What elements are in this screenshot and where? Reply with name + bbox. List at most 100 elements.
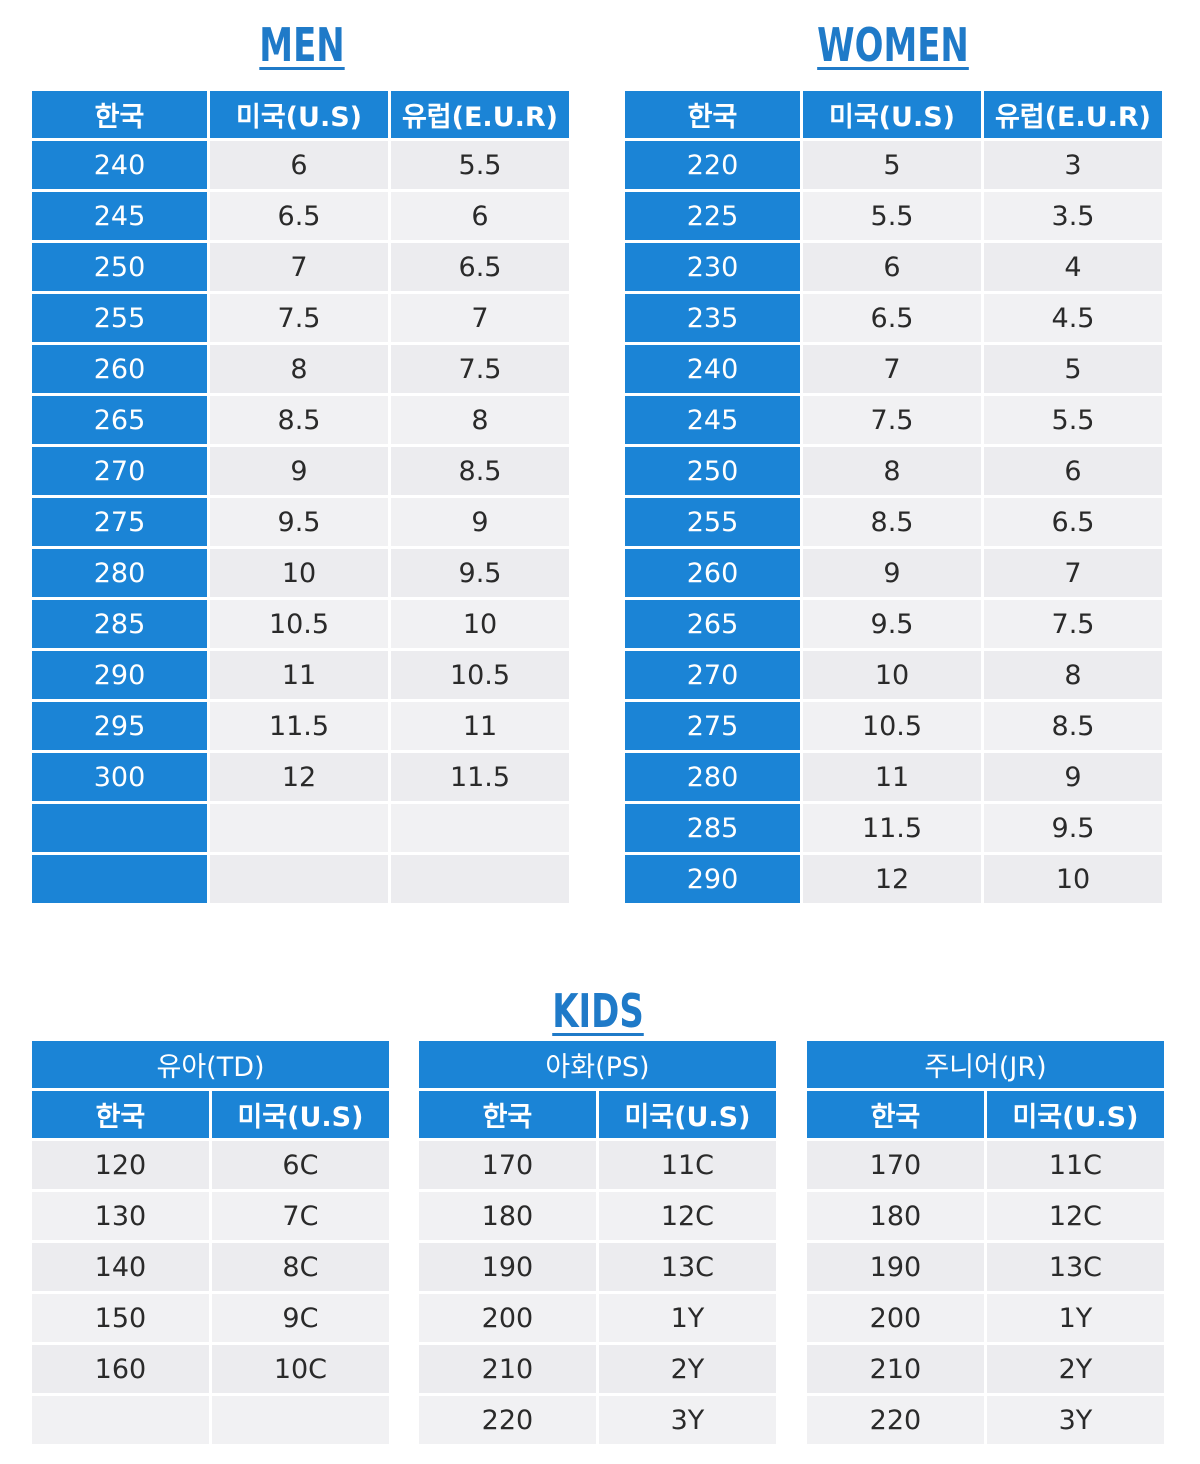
korean-size-cell: 245: [625, 396, 800, 444]
korean-size-cell: 130: [32, 1192, 209, 1240]
korean-size-cell: 180: [419, 1192, 596, 1240]
table-row: [32, 855, 569, 903]
kids-td-table: 유아(TD) 한국 미국(U.S) 120 6C 130 7C 140 8C 150 9C 160 10…: [29, 1038, 392, 1447]
table-row: 120 6C: [32, 1141, 389, 1189]
korean-size-cell: 290: [625, 855, 800, 903]
us-size-cell: [211, 1396, 389, 1444]
table-row: 225 5.5 3.5: [625, 192, 1162, 240]
column-header: 미국(U.S): [986, 1091, 1164, 1138]
korean-size-cell: [32, 1396, 209, 1444]
us-size-cell: 6.5: [803, 294, 981, 342]
us-size-cell: 1Y: [986, 1294, 1164, 1342]
korean-size-cell: 290: [32, 651, 207, 699]
table-row: 290 11 10.5: [32, 651, 569, 699]
korean-size-cell: 220: [625, 141, 800, 189]
eur-size-cell: [391, 855, 569, 903]
korean-size-cell: 170: [419, 1141, 596, 1189]
us-size-cell: 8.5: [803, 498, 981, 546]
us-size-cell: 10.5: [210, 600, 388, 648]
table-row: 280 11 9: [625, 753, 1162, 801]
korean-size-cell: 265: [32, 396, 207, 444]
column-header: 한국: [32, 1091, 209, 1138]
header-row: 한국 미국(U.S): [32, 1091, 389, 1138]
eur-size-cell: 8.5: [984, 702, 1162, 750]
us-size-cell: 2Y: [598, 1345, 776, 1393]
column-header: 한국: [32, 91, 207, 138]
us-size-cell: 7: [210, 243, 388, 291]
korean-size-cell: 190: [419, 1243, 596, 1291]
eur-size-cell: 3.5: [984, 192, 1162, 240]
table-row: 250 7 6.5: [32, 243, 569, 291]
women-size-table: 한국 미국(U.S) 유럽(E.U.R) 220 5 3 225 5.5 3.5 230 6 4 235…: [622, 88, 1165, 906]
eur-size-cell: 8.5: [391, 447, 569, 495]
table-row: 150 9C: [32, 1294, 389, 1342]
table-row: 250 8 6: [625, 447, 1162, 495]
korean-size-cell: 255: [625, 498, 800, 546]
table-row: 265 9.5 7.5: [625, 600, 1162, 648]
table-row: 285 11.5 9.5: [625, 804, 1162, 852]
table-row: 255 7.5 7: [32, 294, 569, 342]
us-size-cell: 10: [803, 651, 981, 699]
us-size-cell: [210, 804, 388, 852]
korean-size-cell: 270: [32, 447, 207, 495]
eur-size-cell: 10.5: [391, 651, 569, 699]
eur-size-cell: 3: [984, 141, 1162, 189]
us-size-cell: 7: [803, 345, 981, 393]
us-size-cell: [210, 855, 388, 903]
korean-size-cell: 225: [625, 192, 800, 240]
table-row: 290 12 10: [625, 855, 1162, 903]
column-header: 미국(U.S): [803, 91, 981, 138]
table-row: 275 9.5 9: [32, 498, 569, 546]
us-size-cell: 9: [803, 549, 981, 597]
table-row: 170 11C: [419, 1141, 776, 1189]
korean-size-cell: 120: [32, 1141, 209, 1189]
column-header: 미국(U.S): [598, 1091, 776, 1138]
korean-size-cell: 270: [625, 651, 800, 699]
header-row: 한국 미국(U.S): [419, 1091, 776, 1138]
korean-size-cell: 245: [32, 192, 207, 240]
table-row: 220 3Y: [419, 1396, 776, 1444]
us-size-cell: 9.5: [210, 498, 388, 546]
eur-size-cell: 8: [391, 396, 569, 444]
korean-size-cell: 255: [32, 294, 207, 342]
us-size-cell: 12C: [598, 1192, 776, 1240]
column-header: 한국: [625, 91, 800, 138]
column-header: 한국: [807, 1091, 984, 1138]
eur-size-cell: 5: [984, 345, 1162, 393]
women-title: WOMEN: [817, 18, 969, 72]
us-size-cell: 10: [210, 549, 388, 597]
korean-size-cell: 275: [625, 702, 800, 750]
korean-size-cell: 275: [32, 498, 207, 546]
us-size-cell: 10.5: [803, 702, 981, 750]
eur-size-cell: 5.5: [391, 141, 569, 189]
us-size-cell: 11.5: [210, 702, 388, 750]
korean-size-cell: 260: [32, 345, 207, 393]
korean-size-cell: [32, 855, 207, 903]
table-row: [32, 1396, 389, 1444]
eur-size-cell: 6.5: [391, 243, 569, 291]
korean-size-cell: 250: [625, 447, 800, 495]
table-row: 160 10C: [32, 1345, 389, 1393]
korean-size-cell: 235: [625, 294, 800, 342]
eur-size-cell: 7.5: [984, 600, 1162, 648]
us-size-cell: 2Y: [986, 1345, 1164, 1393]
table-row: 295 11.5 11: [32, 702, 569, 750]
korean-size-cell: 265: [625, 600, 800, 648]
korean-size-cell: 170: [807, 1141, 984, 1189]
table-row: 180 12C: [419, 1192, 776, 1240]
eur-size-cell: 7: [984, 549, 1162, 597]
table-row: 220 5 3: [625, 141, 1162, 189]
us-size-cell: 8: [803, 447, 981, 495]
group-name: 유아(TD): [32, 1041, 389, 1088]
table-row: 285 10.5 10: [32, 600, 569, 648]
eur-size-cell: 10: [984, 855, 1162, 903]
korean-size-cell: 300: [32, 753, 207, 801]
us-size-cell: 6.5: [210, 192, 388, 240]
eur-size-cell: 6: [984, 447, 1162, 495]
us-size-cell: 12C: [986, 1192, 1164, 1240]
table-row: 180 12C: [807, 1192, 1164, 1240]
korean-size-cell: 140: [32, 1243, 209, 1291]
us-size-cell: 11C: [598, 1141, 776, 1189]
eur-size-cell: 9.5: [984, 804, 1162, 852]
table-row: 240 6 5.5: [32, 141, 569, 189]
